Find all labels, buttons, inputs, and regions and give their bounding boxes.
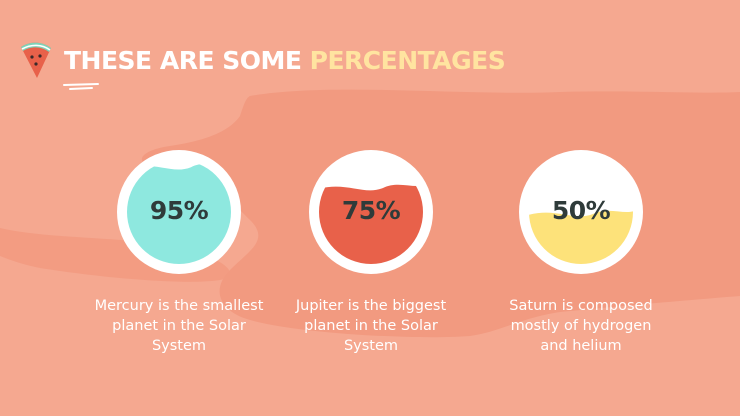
percentage-value: 50% (551, 196, 611, 225)
slide-title-row: THESE ARE SOME PERCENTAGES (18, 38, 506, 82)
percentage-value: 75% (341, 196, 401, 225)
watermelon-icon (21, 42, 51, 78)
metric-card-saturn: 50% Saturn is composed mostly of hydroge… (496, 150, 666, 356)
title-main: THESE ARE SOME (64, 45, 302, 75)
disc-fill-level (127, 163, 231, 264)
disc-fill-level (319, 184, 423, 264)
metric-caption: Mercury is the smallest planet in the So… (94, 298, 264, 354)
slide-title: THESE ARE SOME PERCENTAGES (64, 45, 506, 75)
disc-graphic (117, 150, 241, 274)
percentage-value: 95% (149, 196, 209, 225)
disc-graphic (309, 150, 433, 274)
metric-card-jupiter: 75% Jupiter is the biggest planet in the… (286, 150, 456, 356)
metric-caption: Jupiter is the biggest planet in the Sol… (295, 298, 447, 354)
percentage-disc: 50% (519, 150, 643, 274)
disc-graphic (519, 150, 643, 274)
title-accent: PERCENTAGES (309, 45, 506, 75)
disc-fill-level (529, 210, 633, 264)
percentage-disc: 95% (117, 150, 241, 274)
metric-card-mercury: 95% Mercury is the smallest planet in th… (94, 150, 264, 356)
title-underline-decoration (63, 83, 99, 90)
percentage-disc: 75% (309, 150, 433, 274)
metric-caption: Saturn is composed mostly of hydrogen an… (509, 298, 653, 354)
